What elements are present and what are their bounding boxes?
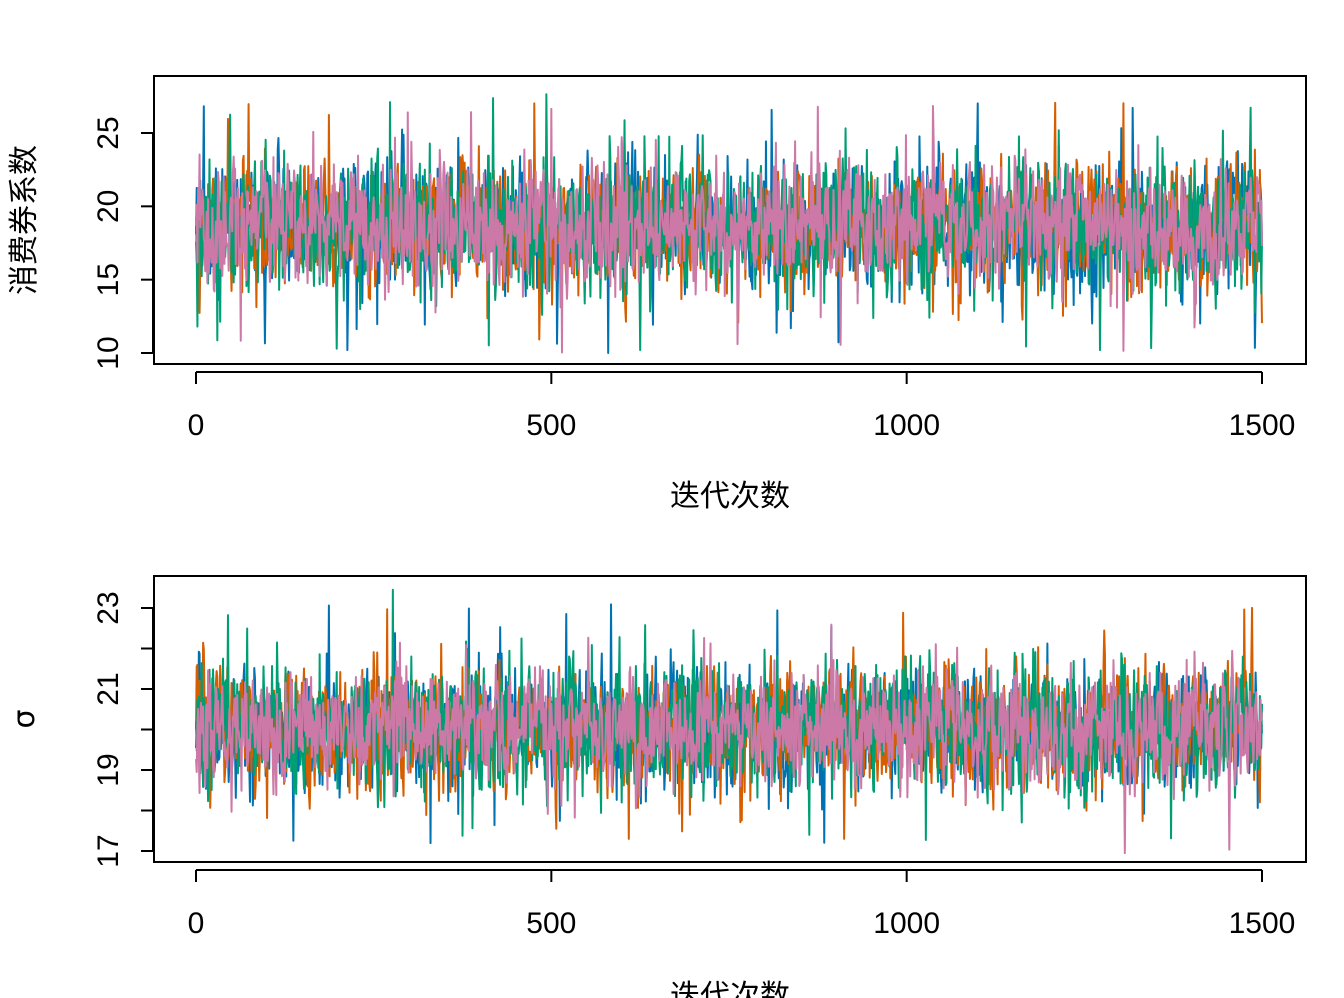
x-axis-label: 迭代次数	[670, 979, 790, 998]
y-axis: 10 15 20 25	[92, 116, 154, 370]
y-tick-label: 15	[92, 263, 125, 296]
trace-panel-coefficient: 0 500 1000 1500 10 15 20 25 迭代次数 消费券系数	[7, 75, 1307, 514]
x-tick-label: 500	[526, 907, 576, 940]
y-tick-label: 23	[92, 591, 125, 624]
y-tick-label: 21	[92, 672, 125, 705]
x-tick-label: 0	[188, 409, 205, 442]
y-tick-label: 25	[92, 116, 125, 149]
x-tick-label: 1500	[1229, 409, 1296, 442]
x-tick-label: 1000	[873, 907, 940, 940]
y-tick-label: 17	[92, 834, 125, 867]
x-tick-label: 1500	[1229, 907, 1296, 940]
y-axis-label: σ	[7, 709, 42, 728]
x-axis: 0 500 1000 1500	[188, 869, 1296, 940]
y-axis: 17 19 21 23	[92, 591, 154, 868]
trace-panel-sigma: 0 500 1000 1500 17 19 21 23 迭代次数 σ	[7, 575, 1307, 998]
x-axis: 0 500 1000 1500	[188, 371, 1296, 442]
series-line-4	[195, 623, 1263, 855]
series-layer	[195, 93, 1263, 354]
y-tick-label: 20	[92, 190, 125, 223]
x-tick-label: 1000	[873, 409, 940, 442]
y-tick-label: 10	[92, 336, 125, 369]
x-tick-label: 500	[526, 409, 576, 442]
x-axis-label: 迭代次数	[670, 479, 790, 514]
y-axis-label: 消费券系数	[7, 145, 42, 295]
series-layer	[195, 588, 1263, 855]
y-tick-label: 19	[92, 753, 125, 786]
series-line-4	[195, 104, 1263, 354]
x-tick-label: 0	[188, 907, 205, 940]
